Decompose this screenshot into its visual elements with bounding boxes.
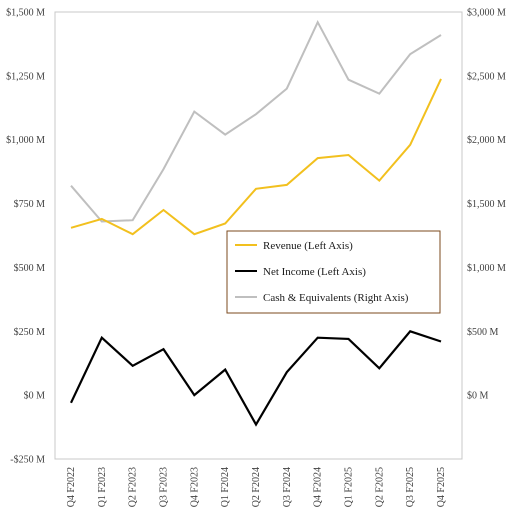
x-axis-ticks: Q4 F2022 Q1 F2023 Q2 F2023 Q3 F2023 Q4 F2023… <box>66 467 447 507</box>
x-tick-label: Q2 F2024 <box>251 467 262 507</box>
legend-box <box>226 230 441 314</box>
legend: Revenue (Left Axis) Net Income (Left Axis… <box>226 230 441 314</box>
left-tick-label: $750 M <box>14 199 46 210</box>
left-tick-label: $0 M <box>24 391 46 402</box>
series-line-net-income <box>70 330 442 427</box>
plot-frame <box>54 11 463 460</box>
x-tick-label: Q3 F2023 <box>159 467 170 507</box>
right-tick-label: $0 M <box>467 391 489 402</box>
x-tick-label: Q4 F2022 <box>66 467 77 507</box>
left-tick-label: $1,500 M <box>6 8 45 19</box>
legend-label: Net Income (Left Axis) <box>263 266 366 278</box>
x-tick-label: Q2 F2025 <box>374 467 385 507</box>
x-tick-label: Q1 F2024 <box>220 467 231 507</box>
right-tick-label: $1,500 M <box>467 199 506 210</box>
right-axis-ticks: $0 M $500 M $1,000 M $1,500 M $2,000 M $2,500… <box>467 8 506 402</box>
series-layer <box>70 19 442 427</box>
x-tick-label: Q4 F2025 <box>436 467 447 507</box>
left-tick-label: $500 M <box>14 263 46 274</box>
x-tick-label: Q1 F2023 <box>97 467 108 507</box>
legend-label: Revenue (Left Axis) <box>263 240 353 252</box>
x-tick-label: Q3 F2025 <box>405 467 416 507</box>
right-tick-label: $500 M <box>467 327 499 338</box>
right-tick-label: $1,000 M <box>467 263 506 274</box>
left-tick-label: $250 M <box>14 327 46 338</box>
left-tick-label: $1,000 M <box>6 135 45 146</box>
x-tick-label: Q4 F2024 <box>313 467 324 507</box>
right-tick-label: $3,000 M <box>467 8 506 19</box>
legend-label: Cash & Equivalents (Right Axis) <box>263 292 409 304</box>
left-tick-label: $1,250 M <box>6 71 45 82</box>
x-tick-label: Q4 F2023 <box>189 467 200 507</box>
left-axis-ticks: -$250 M $0 M $250 M $500 M $750 M $1,000 M $1,… <box>6 8 45 466</box>
series-line-cash <box>70 19 442 223</box>
x-tick-label: Q2 F2023 <box>128 467 139 507</box>
right-tick-label: $2,000 M <box>467 135 506 146</box>
right-tick-label: $2,500 M <box>467 71 506 82</box>
x-tick-label: Q3 F2024 <box>282 467 293 507</box>
series-line-revenue <box>70 78 442 236</box>
x-tick-label: Q1 F2025 <box>344 467 355 507</box>
left-tick-label: -$250 M <box>10 455 45 466</box>
